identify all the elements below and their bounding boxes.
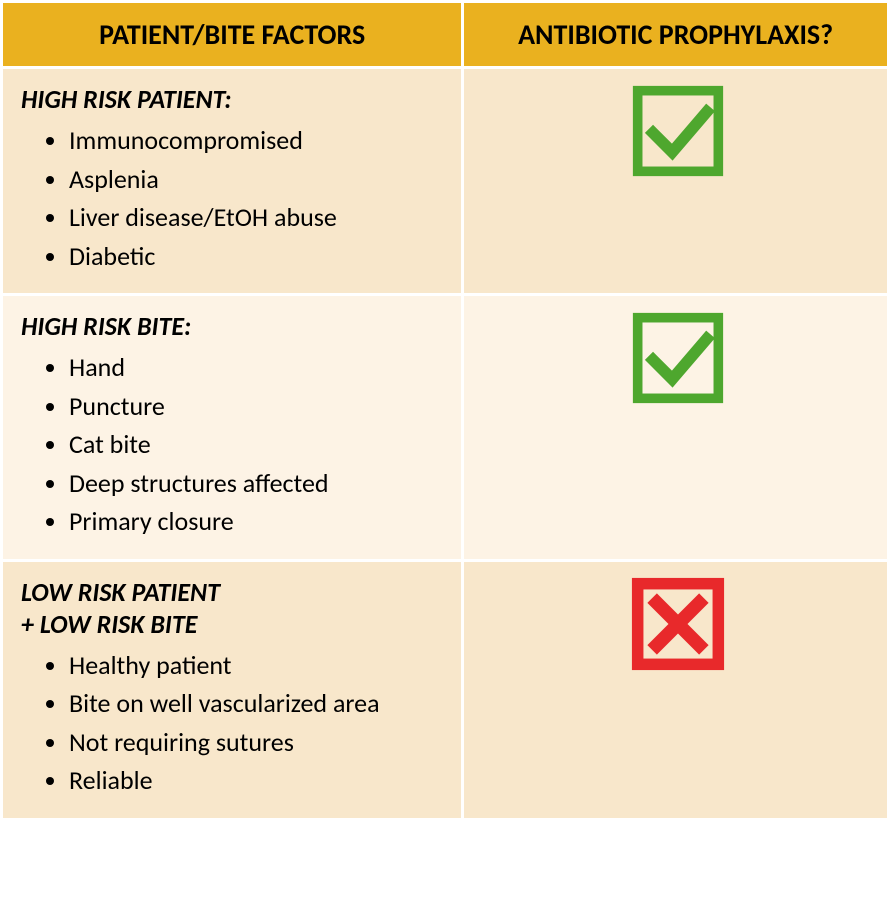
- list-item: Reliable: [69, 761, 447, 800]
- col-header-prophylaxis: ANTIBIOTIC PROPHYLAXIS?: [463, 2, 889, 68]
- factors-cell: LOW RISK PATIENT+ LOW RISK BITE Healthy p…: [2, 560, 463, 819]
- list-item: Deep structures affected: [69, 464, 447, 503]
- list-item: Hand: [69, 348, 447, 387]
- prophylaxis-table: PATIENT/BITE FACTORS ANTIBIOTIC PROPHYLA…: [0, 0, 890, 821]
- list-item: Diabetic: [69, 237, 447, 276]
- check-icon: [630, 310, 726, 406]
- list-item: Bite on well vascularized area: [69, 684, 447, 723]
- icon-wrap: [482, 576, 873, 672]
- list-item: Healthy patient: [69, 646, 447, 685]
- category-title: LOW RISK PATIENT: [21, 576, 447, 608]
- factors-cell: HIGH RISK PATIENT: ImmunocompromisedAsple…: [2, 68, 463, 295]
- factor-list: Healthy patientBite on well vascularized…: [21, 646, 447, 800]
- icon-wrap: [482, 83, 873, 179]
- table-row: HIGH RISK PATIENT: ImmunocompromisedAsple…: [2, 68, 889, 295]
- table-row: LOW RISK PATIENT+ LOW RISK BITE Healthy p…: [2, 560, 889, 819]
- list-item: Asplenia: [69, 160, 447, 199]
- col-header-factors: PATIENT/BITE FACTORS: [2, 2, 463, 68]
- category-title: HIGH RISK PATIENT:: [21, 83, 447, 115]
- table-header-row: PATIENT/BITE FACTORS ANTIBIOTIC PROPHYLA…: [2, 2, 889, 68]
- list-item: Puncture: [69, 387, 447, 426]
- list-item: Not requiring sutures: [69, 723, 447, 762]
- indicator-cell: [463, 295, 889, 561]
- list-item: Liver disease/EtOH abuse: [69, 198, 447, 237]
- category-title-2: + LOW RISK BITE: [21, 608, 447, 640]
- cross-icon: [630, 576, 726, 672]
- list-item: Cat bite: [69, 425, 447, 464]
- table-row: HIGH RISK BITE: HandPunctureCat biteDeep …: [2, 295, 889, 561]
- icon-wrap: [482, 310, 873, 406]
- list-item: Immunocompromised: [69, 121, 447, 160]
- factor-list: HandPunctureCat biteDeep structures affe…: [21, 348, 447, 541]
- factors-cell: HIGH RISK BITE: HandPunctureCat biteDeep …: [2, 295, 463, 561]
- list-item: Primary closure: [69, 502, 447, 541]
- indicator-cell: [463, 68, 889, 295]
- factor-list: ImmunocompromisedAspleniaLiver disease/E…: [21, 121, 447, 275]
- category-title: HIGH RISK BITE:: [21, 310, 447, 342]
- check-icon: [630, 83, 726, 179]
- indicator-cell: [463, 560, 889, 819]
